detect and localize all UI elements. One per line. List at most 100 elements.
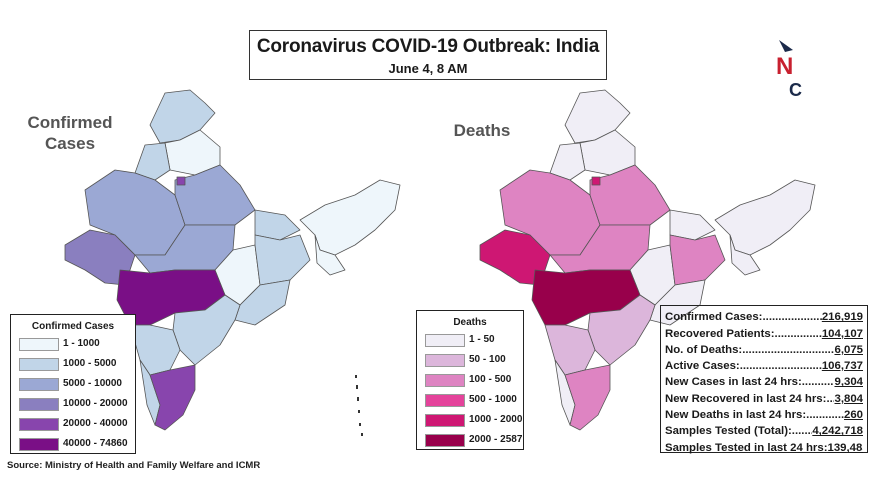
stat-dots (806, 409, 844, 421)
legend-swatch (19, 338, 59, 351)
stat-value: 106,737 (821, 360, 863, 373)
region-north (149, 89, 216, 144)
stat-dots (740, 360, 822, 372)
stat-dots (742, 344, 834, 356)
stat-value: 9,304 (834, 376, 863, 389)
stat-row: Recovered Patients: 104,107 (665, 323, 863, 340)
svg-text:C: C (789, 80, 802, 100)
legend-swatch (425, 354, 465, 367)
region-delhi (176, 176, 186, 186)
legend-row: 500 - 1000 (417, 394, 523, 407)
legend-row: 5000 - 10000 (11, 378, 135, 391)
stat-dots (762, 311, 821, 323)
stat-dots (792, 425, 813, 437)
legend-row: 1 - 50 (417, 334, 523, 347)
stat-label: Active Cases: (665, 360, 740, 373)
stat-dots (775, 328, 822, 340)
legend-swatch (425, 394, 465, 407)
legend-title: Confirmed Cases (31, 321, 115, 332)
stat-label: New Recovered in last 24 hrs: (665, 392, 827, 405)
region-northeast (714, 179, 816, 256)
stat-row: No. of Deaths: 6,075 (665, 340, 863, 356)
stat-label: New Deaths in last 24 hrs: (665, 409, 807, 422)
region-punjab (134, 142, 171, 181)
stat-value: 4,242,718 (812, 425, 863, 438)
stat-label: Samples Tested (Total): (665, 425, 792, 438)
region-delhi (591, 176, 601, 186)
legend-row: 50 - 100 (417, 354, 523, 367)
region-karnataka (544, 324, 596, 376)
stat-value: 6,075 (834, 343, 863, 356)
title-box: Coronavirus COVID-19 Outbreak: India Jun… (249, 30, 607, 80)
legend-label: 40000 - 74860 (63, 438, 128, 449)
stat-row: New Recovered in last 24 hrs: 3,804 (665, 388, 863, 405)
nc-logo: N C (776, 40, 802, 100)
legend-swatch (19, 438, 59, 451)
legend-label: 1000 - 5000 (63, 358, 117, 369)
legend-title: Deaths (453, 317, 487, 328)
legend-row: 1000 - 5000 (11, 358, 135, 371)
legend-row: 1000 - 2000 (417, 414, 523, 427)
region-northeast (299, 179, 401, 256)
region-punjab (549, 142, 586, 181)
legend-label: 5000 - 10000 (63, 378, 122, 389)
page-subtitle: June 4, 8 AM (388, 61, 468, 76)
region-up (174, 164, 256, 226)
deaths-map (479, 89, 816, 431)
legend-swatch (19, 418, 59, 431)
page-title: Coronavirus COVID-19 Outbreak: India (256, 36, 600, 57)
region-north-hills (164, 129, 221, 176)
legend-row: 20000 - 40000 (11, 418, 135, 431)
legend-label: 10000 - 20000 (63, 398, 128, 409)
legend-label: 500 - 1000 (469, 394, 517, 405)
region-bihar (669, 209, 716, 241)
stat-label: New Cases in last 24 hrs: (665, 376, 802, 389)
region-bihar (254, 209, 301, 241)
deaths-map-label: Deaths (453, 121, 511, 140)
stat-label: Confirmed Cases: (665, 311, 763, 324)
confirmed-cases-map (64, 89, 401, 436)
svg-text:N: N (776, 53, 793, 80)
legend-swatch (425, 434, 465, 447)
legend-swatch (425, 334, 465, 347)
stat-value: 260 (843, 409, 863, 422)
stat-value: 104,107 (821, 327, 863, 340)
stat-dots (826, 393, 834, 405)
legend-items: 1 - 1000 1000 - 5000 5000 - 10000 10000 - 2… (11, 338, 135, 451)
stat-value: 216,919 (821, 311, 863, 324)
legend-row: 1 - 1000 (11, 338, 135, 351)
confirmed-legend: Confirmed Cases 1 - 1000 1000 - 5000 5000 … (10, 314, 136, 454)
legend-row: 2000 - 2587 (417, 434, 523, 447)
legend-items: 1 - 50 50 - 100 100 - 500 500 - 1000 1000 - … (417, 334, 523, 447)
source-note: Source: Ministry of Health and Family We… (7, 460, 261, 471)
legend-swatch (425, 374, 465, 387)
confirmed-map-label: Confirmed Cases (27, 113, 113, 153)
legend-label: 1 - 1000 (63, 338, 100, 349)
legend-swatch (19, 378, 59, 391)
region-north (564, 89, 631, 144)
stat-label: Samples Tested in last 24 hrs: (665, 441, 828, 454)
legend-label: 1000 - 2000 (469, 414, 523, 425)
legend-label: 100 - 500 (469, 374, 512, 385)
stat-label: Recovered Patients: (665, 327, 775, 340)
legend-swatch (19, 358, 59, 371)
legend-swatch (425, 414, 465, 427)
region-tamilnadu (149, 364, 196, 431)
legend-swatch (19, 398, 59, 411)
legend-label: 50 - 100 (469, 354, 506, 365)
legend-row: 100 - 500 (417, 374, 523, 387)
stat-dots (802, 376, 835, 388)
region-jharkhand-bengal (669, 234, 726, 286)
stat-row: New Cases in last 24 hrs: 9,304 (665, 372, 863, 388)
stat-value: 3,804 (834, 392, 863, 405)
legend-row: 40000 - 74860 (11, 438, 135, 451)
region-tamilnadu (564, 364, 611, 431)
region-north-hills (579, 129, 636, 176)
stat-label: No. of Deaths: (665, 343, 743, 356)
region-northeast-2 (729, 234, 761, 276)
legend-label: 1 - 50 (469, 334, 495, 345)
stat-value: 139,485 (827, 441, 863, 454)
deaths-legend: Deaths 1 - 50 50 - 100 100 - 500 500 - 1000… (416, 310, 524, 450)
legend-label: 20000 - 40000 (63, 418, 128, 429)
